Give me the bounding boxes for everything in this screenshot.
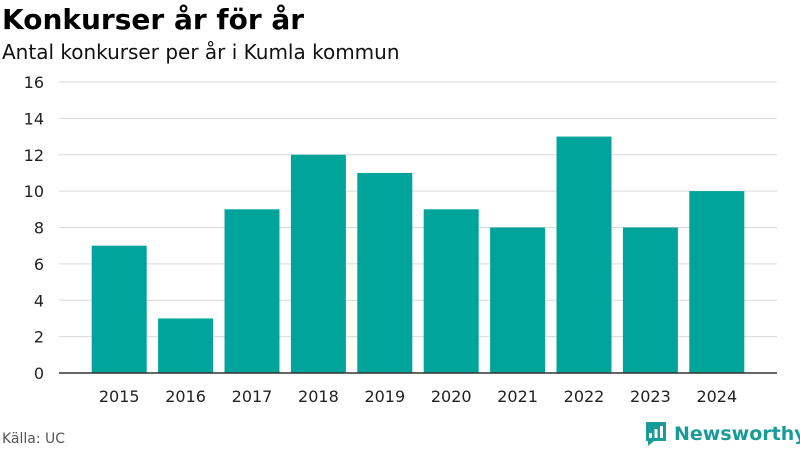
y-tick-label: 4 bbox=[34, 291, 44, 310]
y-tick-label: 2 bbox=[34, 328, 44, 347]
x-tick-label: 2022 bbox=[564, 387, 605, 406]
bar-2022 bbox=[556, 136, 612, 373]
y-tick-label: 0 bbox=[34, 364, 44, 383]
x-tick-label: 2015 bbox=[99, 387, 140, 406]
bar-2017 bbox=[224, 209, 280, 373]
bar-2023 bbox=[622, 227, 678, 373]
brand-name: Newsworthy bbox=[674, 423, 800, 445]
bar-2019 bbox=[357, 172, 413, 373]
bar-chart-speech-bubble-icon bbox=[646, 422, 666, 446]
bar-2024 bbox=[689, 191, 745, 373]
y-tick-label: 14 bbox=[24, 109, 44, 128]
x-tick-label: 2017 bbox=[232, 387, 273, 406]
y-tick-label: 8 bbox=[34, 219, 44, 238]
chart-title: Konkurser år för år bbox=[2, 3, 305, 36]
source-note: Källa: UC bbox=[2, 431, 66, 447]
bars bbox=[91, 136, 745, 373]
x-tick-label: 2021 bbox=[497, 387, 538, 406]
y-tick-label: 12 bbox=[24, 146, 44, 165]
newsworthy-logo: Newsworthy bbox=[644, 420, 800, 448]
bar-2015 bbox=[91, 245, 147, 373]
y-tick-label: 6 bbox=[34, 255, 44, 274]
x-tick-label: 2016 bbox=[165, 387, 206, 406]
x-axis-tick-labels: 2015 2016 2017 2018 2019 2020 2021 2022 2023 2024 bbox=[99, 387, 737, 406]
x-tick-label: 2024 bbox=[696, 387, 737, 406]
x-tick-label: 2023 bbox=[630, 387, 671, 406]
chart-subtitle: Antal konkurser per år i Kumla kommun bbox=[2, 40, 400, 64]
y-tick-label: 10 bbox=[24, 182, 44, 201]
bar-2020 bbox=[423, 209, 479, 373]
bar-2016 bbox=[158, 318, 214, 373]
bar-2018 bbox=[290, 154, 346, 373]
x-tick-label: 2020 bbox=[431, 387, 472, 406]
bar-2021 bbox=[490, 227, 546, 373]
x-tick-label: 2018 bbox=[298, 387, 339, 406]
x-tick-label: 2019 bbox=[364, 387, 405, 406]
y-axis-tick-labels: 0 2 4 6 8 10 12 14 16 bbox=[24, 73, 44, 383]
y-tick-label: 16 bbox=[24, 73, 44, 92]
